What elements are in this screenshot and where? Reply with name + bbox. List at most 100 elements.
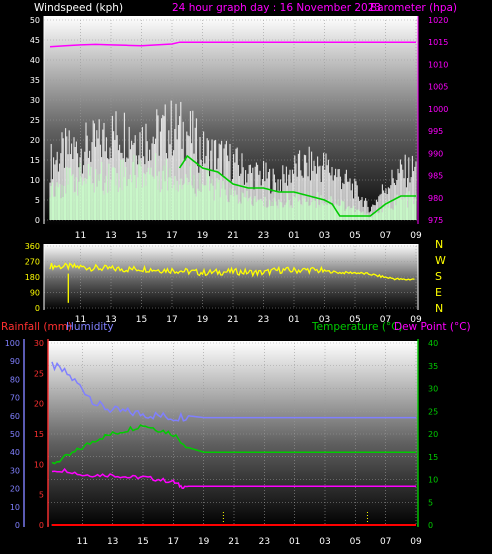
temp-xtick-19: 19 [198, 537, 210, 547]
direction-series [49, 262, 415, 303]
dir-xtick-19: 19 [197, 315, 209, 325]
dir-xtick-21: 21 [227, 315, 238, 325]
temperature-plot-area [48, 341, 418, 527]
wind-ytick-45: 45 [30, 36, 40, 45]
dewpoint-axis-title: Dew Point (°C) [394, 321, 471, 333]
baro-ytick-1010: 1010 [428, 60, 448, 69]
temp-xtick-07: 07 [380, 537, 391, 547]
dir-xtick-03: 03 [319, 315, 330, 325]
temperature-axes: 0510152025303540010203040506070809010005… [5, 339, 438, 547]
baro-ytick-1015: 1015 [428, 38, 448, 47]
temp-xtick-17: 17 [168, 537, 179, 547]
temp-ytick-25: 25 [428, 407, 438, 416]
temp-ytick-30: 30 [428, 385, 438, 394]
temp-xtick-01: 01 [289, 537, 300, 547]
dir-xtick-09: 09 [410, 315, 422, 325]
compass-label-3: S [435, 270, 442, 283]
humidity-line [51, 361, 416, 422]
baro-ytick-1005: 1005 [428, 83, 448, 92]
wind-xtick-07: 07 [380, 231, 391, 241]
wind-ytick-10: 10 [30, 176, 40, 185]
temp-ytick-5: 5 [428, 498, 433, 507]
temp-ytick-0: 0 [428, 521, 433, 530]
wind-xtick-21: 21 [227, 231, 238, 241]
baro-ytick-980: 980 [428, 194, 443, 203]
windspeed-axis-title: Windspeed (kph) [34, 2, 123, 14]
dir-ytick-360: 360 [25, 242, 40, 251]
temp-xtick-21: 21 [228, 537, 239, 547]
humidity-ytick-100: 100 [5, 339, 20, 348]
wind-ytick-5: 5 [35, 196, 40, 205]
dir-xtick-13: 13 [105, 315, 116, 325]
barometer-axis-title: Barometer (hpa) [370, 2, 457, 14]
rain-ytick-20: 20 [34, 400, 44, 409]
baro-ytick-975: 975 [428, 216, 443, 225]
wind-ytick-40: 40 [30, 56, 40, 65]
baro-ytick-995: 995 [428, 127, 443, 136]
baro-ytick-1020: 1020 [428, 16, 448, 25]
wind-xtick-17: 17 [166, 231, 177, 241]
rainfall-axis-title: Rainfall (mm) [1, 321, 72, 333]
wind-xtick-01: 01 [288, 231, 299, 241]
direction-line [49, 262, 415, 281]
wind-xtick-15: 15 [136, 231, 147, 241]
compass-label-2: W [435, 254, 446, 267]
temp-ytick-40: 40 [428, 339, 438, 348]
wind-ytick-20: 20 [30, 136, 40, 145]
humidity-ytick-0: 0 [15, 521, 20, 530]
wind-xtick-05: 05 [349, 231, 360, 241]
compass-label-4: E [435, 286, 442, 299]
compass-label-1: N [435, 238, 443, 251]
wind-xtick-13: 13 [105, 231, 116, 241]
temp-ytick-35: 35 [428, 362, 438, 371]
wind-series [49, 41, 417, 220]
temperature-axis-title: Temperature (°C) [311, 321, 403, 333]
baro-ytick-985: 985 [428, 172, 443, 181]
humidity-ytick-80: 80 [10, 375, 20, 384]
temp-xtick-13: 13 [107, 537, 118, 547]
temp-ytick-20: 20 [428, 430, 438, 439]
average-line [178, 154, 416, 217]
compass-label-5: N [435, 302, 443, 315]
temp-ytick-15: 15 [428, 453, 438, 462]
dir-ytick-0: 0 [35, 304, 40, 313]
wind-ytick-0: 0 [35, 216, 40, 225]
humidity-ytick-60: 60 [10, 412, 20, 421]
humidity-ytick-30: 30 [10, 466, 20, 475]
temp-xtick-05: 05 [350, 537, 361, 547]
wind-grid [44, 19, 418, 221]
rain-ytick-25: 25 [34, 369, 44, 378]
humidity-axis-title: Humidity [66, 321, 114, 333]
rain-ytick-15: 15 [34, 430, 44, 439]
dir-ytick-180: 180 [25, 273, 40, 282]
wind-ytick-25: 25 [30, 116, 40, 125]
temperature-series [51, 361, 416, 526]
direction-axes: 0 90 180 270 360 11 13 15 17 19 21 23 01 03 05 07 09 [25, 242, 422, 325]
temperature-grid [48, 342, 418, 526]
dir-xtick-11: 11 [75, 315, 86, 325]
direction-grid [44, 245, 418, 309]
rain-ytick-0: 0 [39, 521, 44, 530]
temp-xtick-23: 23 [259, 537, 270, 547]
humidity-ytick-10: 10 [10, 503, 20, 512]
dir-ytick-270: 270 [25, 258, 40, 267]
temp-ytick-10: 10 [428, 476, 438, 485]
dir-xtick-15: 15 [136, 315, 147, 325]
wind-axes: 0510152025303540455097598098599099510001… [30, 16, 448, 241]
wind-ytick-15: 15 [30, 156, 40, 165]
barometer-line [49, 41, 416, 48]
wind-xtick-03: 03 [319, 231, 330, 241]
temp-xtick-09: 09 [410, 537, 422, 547]
rain-ytick-30: 30 [34, 339, 44, 348]
rain-ytick-10: 10 [34, 460, 44, 469]
wind-xtick-11: 11 [75, 231, 86, 241]
humidity-ytick-90: 90 [10, 357, 20, 366]
humidity-ytick-40: 40 [10, 448, 20, 457]
humidity-ytick-50: 50 [10, 430, 20, 439]
dir-xtick-23: 23 [258, 315, 269, 325]
humidity-ytick-20: 20 [10, 485, 20, 494]
temperature-line [51, 424, 416, 465]
wind-xtick-19: 19 [197, 231, 209, 241]
dir-xtick-17: 17 [166, 315, 177, 325]
